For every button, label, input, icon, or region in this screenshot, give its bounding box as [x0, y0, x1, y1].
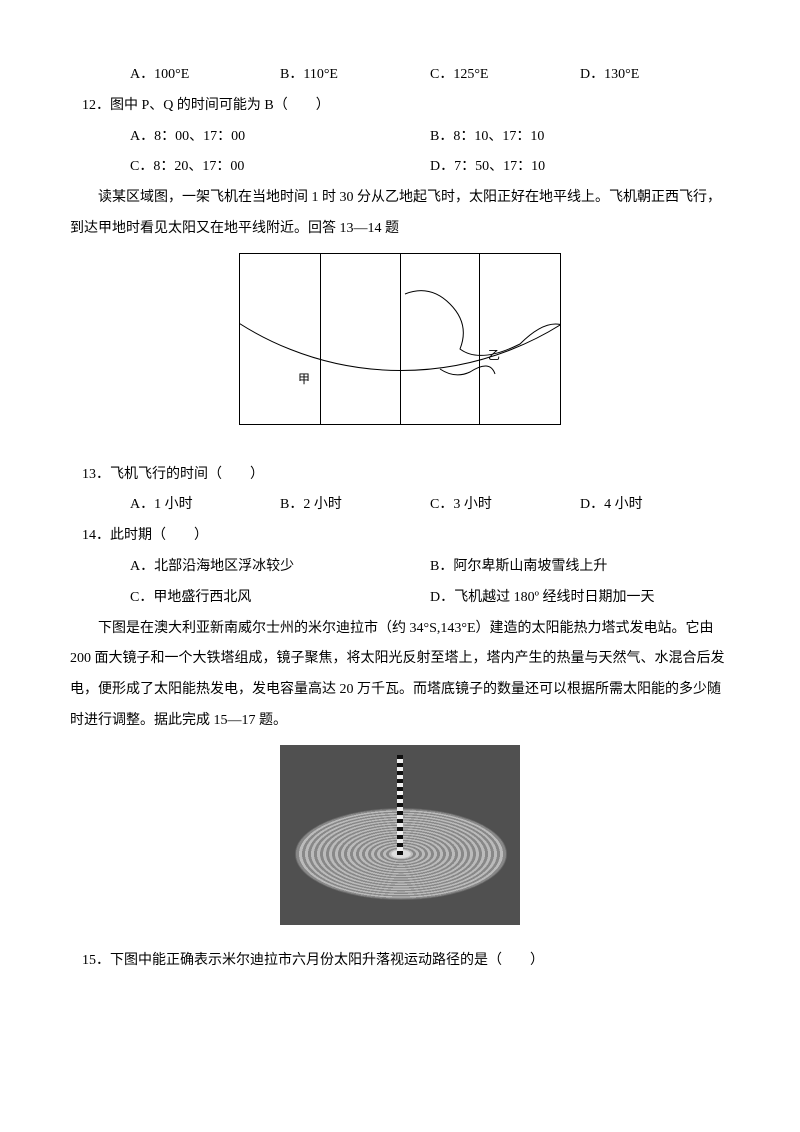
q13-stem: 13．飞机飞行的时间（ ）: [70, 460, 730, 491]
q11-option-c[interactable]: C．125°E: [430, 60, 580, 91]
q11-option-a[interactable]: A．100°E: [130, 60, 280, 91]
q14-option-a[interactable]: A．北部沿海地区浮冰较少: [130, 552, 430, 583]
q13-option-c[interactable]: C．3 小时: [430, 490, 580, 521]
figure-photo: [70, 745, 730, 938]
q14-option-b[interactable]: B．阿尔卑斯山南坡雪线上升: [430, 552, 730, 583]
q13-option-b[interactable]: B．2 小时: [280, 490, 430, 521]
q15-stem: 15．下图中能正确表示米尔迪拉市六月份太阳升落视运动路径的是（ ）: [70, 946, 730, 977]
map-yi-label: 乙: [488, 342, 500, 368]
q11-option-d[interactable]: D．130°E: [580, 60, 730, 91]
q12-option-d[interactable]: D．7：50、17：10: [430, 152, 730, 183]
q14-stem: 14．此时期（ ）: [70, 521, 730, 552]
q13-option-d[interactable]: D．4 小时: [580, 490, 730, 521]
q14-option-d[interactable]: D．飞机越过 180º 经线时日期加一天: [430, 583, 730, 614]
q13-option-a[interactable]: A．1 小时: [130, 490, 280, 521]
q12-option-c[interactable]: C．8：20、17：00: [130, 152, 430, 183]
figure-map: 60° 甲 乙 150° 180° 150°: [70, 253, 730, 438]
passage-15-17: 下图是在澳大利亚新南威尔士州的米尔迪拉市（约 34°S,143°E）建造的太阳能…: [70, 614, 730, 737]
q14-option-c[interactable]: C．甲地盛行西北风: [130, 583, 430, 614]
q12-stem: 12．图中 P、Q 的时间可能为 B（ ）: [70, 91, 730, 122]
passage-13-14: 读某区域图，一架飞机在当地时间 1 时 30 分从乙地起飞时，太阳正好在地平线上…: [70, 183, 730, 245]
map-lon-left: 150°: [302, 417, 325, 424]
q12-option-b[interactable]: B．8：10、17：10: [430, 122, 730, 153]
q11-option-b[interactable]: B．110°E: [280, 60, 430, 91]
map-lon-right: 150°: [479, 417, 502, 424]
map-jia-label: 甲: [298, 366, 310, 392]
q12-option-a[interactable]: A．8：00、17：00: [130, 122, 430, 153]
map-lon-mid: 180°: [388, 417, 411, 424]
